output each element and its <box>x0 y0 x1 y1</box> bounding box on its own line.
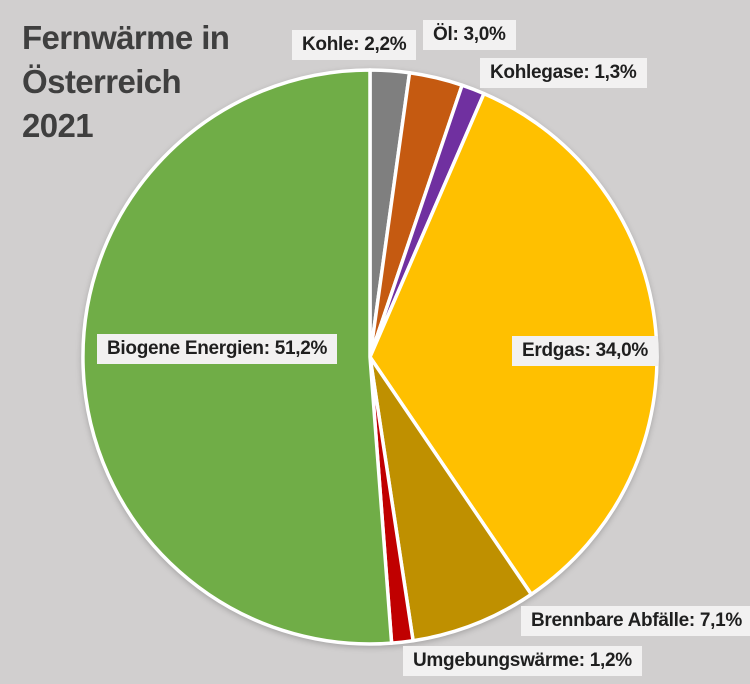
chart-title-line-3: 2021 <box>22 107 94 144</box>
slice-label-kohle: Kohle: 2,2% <box>292 30 417 60</box>
slice-label-kohlegase: Kohlegase: 1,3% <box>480 58 647 88</box>
chart-title: Fernwärme in Österreich 2021 <box>22 16 230 148</box>
slice-label-biogene-energien: Biogene Energien: 51,2% <box>97 334 338 364</box>
chart-title-line-2: Österreich <box>22 63 182 100</box>
pie-slice-brennbare-abfaelle <box>368 355 534 643</box>
slice-label-brennbare-abfaelle: Brennbare Abfälle: 7,1% <box>521 606 750 636</box>
slice-label-oel: Öl: 3,0% <box>423 20 516 50</box>
slice-label-umgebungswaerme: Umgebungswärme: 1,2% <box>403 646 642 676</box>
slice-label-erdgas: Erdgas: 34,0% <box>512 336 658 366</box>
chart-title-line-1: Fernwärme in <box>22 19 230 56</box>
